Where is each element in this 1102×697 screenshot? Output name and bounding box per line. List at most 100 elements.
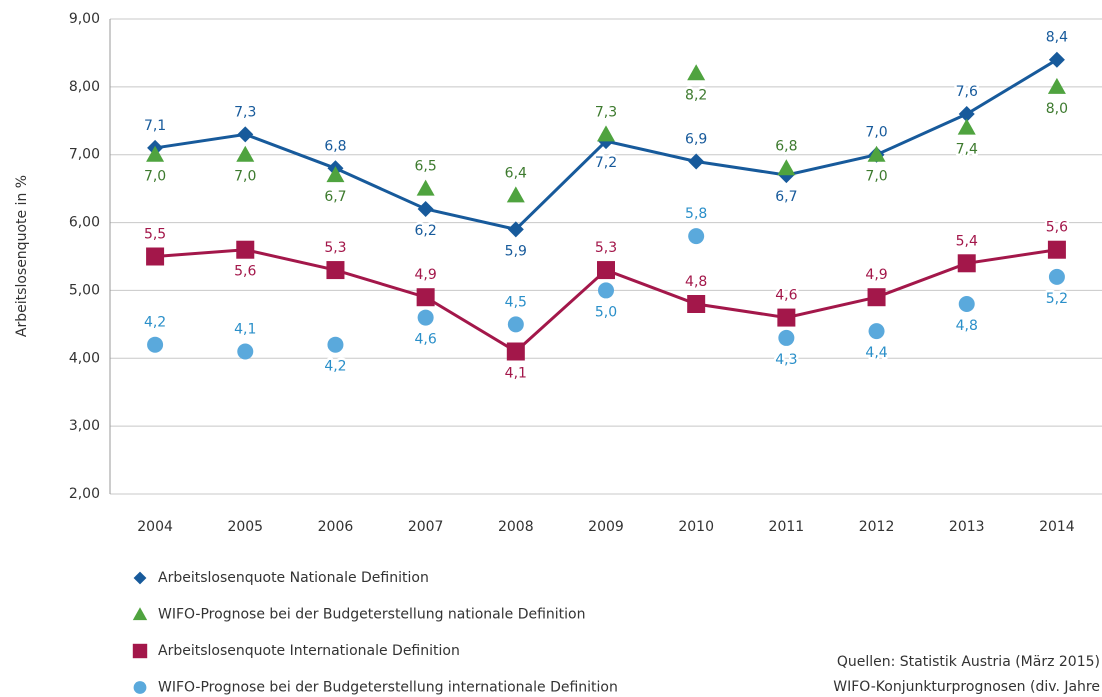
value-label: 5,4 bbox=[956, 233, 978, 249]
value-label: 5,5 bbox=[144, 227, 166, 243]
y-tick-label: 6,00 bbox=[69, 215, 100, 231]
value-label: 4,2 bbox=[144, 315, 166, 331]
value-label: 4,2 bbox=[324, 359, 346, 375]
value-label: 6,5 bbox=[415, 159, 437, 175]
x-tick-label: 2010 bbox=[678, 519, 714, 535]
marker bbox=[417, 201, 434, 217]
y-axis-label: Arbeitslosenquote in % bbox=[14, 175, 30, 337]
marker bbox=[237, 343, 254, 360]
value-label: 4,6 bbox=[775, 288, 797, 304]
marker bbox=[777, 308, 796, 327]
value-label: 6,7 bbox=[324, 189, 346, 205]
marker bbox=[506, 342, 525, 361]
value-label: 8,4 bbox=[1046, 30, 1068, 46]
value-label: 7,0 bbox=[234, 169, 256, 185]
marker bbox=[506, 186, 525, 203]
marker bbox=[237, 126, 254, 143]
source: Quellen: Statistik Austria (März 2015) bbox=[837, 654, 1100, 670]
x-tick-label: 2011 bbox=[769, 519, 805, 535]
value-label: 5,9 bbox=[505, 243, 527, 259]
value-label: 5,3 bbox=[595, 240, 617, 256]
value-label: 4,5 bbox=[505, 294, 527, 310]
x-tick-label: 2014 bbox=[1039, 519, 1075, 535]
marker bbox=[146, 247, 165, 266]
legend-label: WIFO-Prognose bei der Budgeterstellung i… bbox=[158, 680, 618, 696]
marker bbox=[416, 288, 435, 307]
source: WIFO-Konjunkturprognosen (div. Jahre bbox=[833, 679, 1100, 695]
value-label: 4,9 bbox=[415, 267, 437, 283]
value-label: 7,3 bbox=[234, 104, 256, 120]
x-tick-label: 2005 bbox=[227, 519, 263, 535]
y-tick-label: 4,00 bbox=[69, 350, 100, 366]
x-tick-label: 2009 bbox=[588, 519, 624, 535]
legend-label: Arbeitslosenquote Nationale Definition bbox=[158, 570, 429, 586]
marker bbox=[133, 681, 147, 694]
y-tick-label: 3,00 bbox=[69, 418, 100, 434]
value-label: 6,8 bbox=[775, 138, 797, 154]
marker bbox=[957, 254, 976, 273]
marker bbox=[597, 125, 615, 142]
value-label: 4,4 bbox=[865, 345, 887, 361]
x-tick-label: 2006 bbox=[318, 519, 354, 535]
value-label: 5,0 bbox=[595, 304, 617, 320]
legend-label: WIFO-Prognose bei der Budgeterstellung n… bbox=[158, 607, 586, 623]
marker bbox=[147, 336, 164, 353]
value-label: 6,4 bbox=[505, 165, 527, 181]
value-label: 4,8 bbox=[956, 318, 978, 334]
marker bbox=[778, 329, 795, 346]
y-tick-label: 9,00 bbox=[69, 11, 100, 27]
value-label: 8,2 bbox=[685, 87, 707, 103]
value-label: 7,0 bbox=[144, 169, 166, 185]
value-label: 4,6 bbox=[415, 332, 437, 348]
marker bbox=[132, 643, 148, 659]
marker bbox=[416, 179, 435, 196]
value-label: 6,8 bbox=[324, 138, 346, 154]
value-label: 7,3 bbox=[595, 104, 617, 120]
value-label: 4,3 bbox=[775, 352, 797, 368]
marker bbox=[958, 106, 975, 122]
marker bbox=[236, 240, 255, 259]
marker bbox=[597, 261, 615, 280]
x-tick-label: 2013 bbox=[949, 519, 985, 535]
marker bbox=[1047, 77, 1066, 94]
value-label: 4,1 bbox=[505, 366, 527, 382]
value-label: 6,9 bbox=[685, 132, 707, 148]
value-label: 7,6 bbox=[956, 84, 978, 100]
marker bbox=[132, 607, 148, 621]
y-tick-label: 5,00 bbox=[69, 282, 100, 298]
marker bbox=[507, 316, 524, 333]
value-label: 7,1 bbox=[144, 118, 166, 134]
marker bbox=[327, 336, 344, 353]
marker bbox=[507, 221, 524, 238]
value-label: 6,7 bbox=[775, 189, 797, 205]
value-label: 5,8 bbox=[685, 206, 707, 222]
marker bbox=[688, 228, 705, 245]
x-tick-label: 2004 bbox=[137, 519, 173, 535]
marker bbox=[236, 145, 255, 162]
marker bbox=[1047, 240, 1066, 259]
value-label: 7,0 bbox=[865, 125, 887, 141]
marker bbox=[133, 571, 147, 585]
marker bbox=[958, 296, 975, 312]
legend-label: Arbeitslosenquote Internationale Definit… bbox=[158, 643, 460, 659]
value-label: 4,8 bbox=[685, 274, 707, 290]
value-label: 4,1 bbox=[234, 322, 256, 338]
marker bbox=[777, 159, 796, 176]
marker bbox=[687, 64, 706, 81]
value-label: 5,3 bbox=[324, 240, 346, 256]
marker bbox=[957, 118, 976, 135]
marker bbox=[1048, 268, 1065, 285]
value-label: 4,9 bbox=[865, 267, 887, 283]
value-label: 7,4 bbox=[956, 142, 978, 158]
y-tick-label: 8,00 bbox=[69, 79, 100, 95]
value-label: 5,6 bbox=[234, 264, 256, 280]
x-tick-label: 2007 bbox=[408, 519, 444, 535]
marker bbox=[867, 288, 886, 307]
x-tick-label: 2012 bbox=[859, 519, 895, 535]
y-tick-label: 7,00 bbox=[69, 147, 100, 163]
value-label: 8,0 bbox=[1046, 101, 1068, 117]
marker bbox=[417, 309, 434, 326]
x-tick-label: 2008 bbox=[498, 519, 534, 535]
marker bbox=[868, 323, 885, 340]
